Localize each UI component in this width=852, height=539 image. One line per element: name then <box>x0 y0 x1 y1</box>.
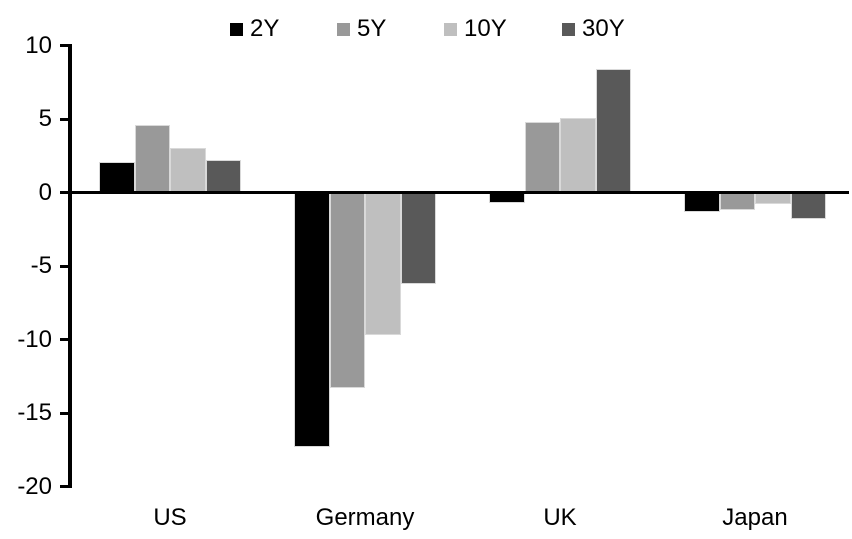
y-tick-mark <box>60 338 69 341</box>
y-tick-mark <box>60 191 69 194</box>
legend-item-5y: 5Y <box>337 15 386 43</box>
bar-germany-2y <box>294 192 330 447</box>
y-tick-mark <box>60 485 69 488</box>
bar-us-30y <box>205 160 241 193</box>
bar-uk-2y <box>489 192 525 203</box>
legend-item-10y: 10Y <box>444 15 507 43</box>
bar-us-2y <box>99 161 135 193</box>
y-tick-label: -15 <box>17 399 52 426</box>
bar-germany-5y <box>329 192 365 388</box>
bar-japan-5y <box>719 192 755 211</box>
y-axis-line <box>68 44 72 488</box>
bar-germany-10y <box>365 192 401 336</box>
legend-label-2y: 2Y <box>250 15 280 42</box>
y-tick-label: -10 <box>17 325 52 353</box>
bar-us-10y <box>170 148 206 193</box>
bar-uk-30y <box>595 69 631 193</box>
legend-swatch-2y-icon <box>230 22 243 36</box>
bar-japan-30y <box>790 192 826 219</box>
legend-label-30y: 30Y <box>582 15 625 42</box>
bar-us-5y <box>134 124 170 193</box>
x-label-uk: UK <box>543 504 577 531</box>
y-tick-label: 5 <box>38 105 52 132</box>
y-tick-label: -5 <box>30 252 52 279</box>
legend-swatch-30y-icon <box>562 22 575 36</box>
legend-label-10y: 10Y <box>464 15 507 42</box>
legend-item-30y: 30Y <box>562 15 625 43</box>
y-tick-mark <box>60 117 69 121</box>
bar-germany-30y <box>400 192 436 284</box>
x-label-germany: Germany <box>315 504 415 531</box>
x-axis-zero-line <box>68 191 849 194</box>
x-label-japan: Japan <box>722 504 788 531</box>
legend-label-5y: 5Y <box>357 15 387 42</box>
legend-swatch-10y-icon <box>444 22 457 36</box>
y-tick-label: 0 <box>38 178 52 206</box>
bar-uk-10y <box>560 117 596 193</box>
y-tick-label: 10 <box>25 31 52 59</box>
legend-swatch-5y-icon <box>337 22 350 36</box>
y-tick-mark <box>60 411 69 415</box>
y-tick-label: -20 <box>17 472 52 500</box>
bar-uk-5y <box>524 121 560 193</box>
legend-item-2y: 2Y <box>230 15 279 43</box>
bar-japan-2y <box>684 192 720 212</box>
y-tick-mark <box>60 264 69 268</box>
y-tick-mark <box>60 44 69 47</box>
bar-japan-10y <box>755 192 791 205</box>
x-label-us: US <box>153 504 187 531</box>
